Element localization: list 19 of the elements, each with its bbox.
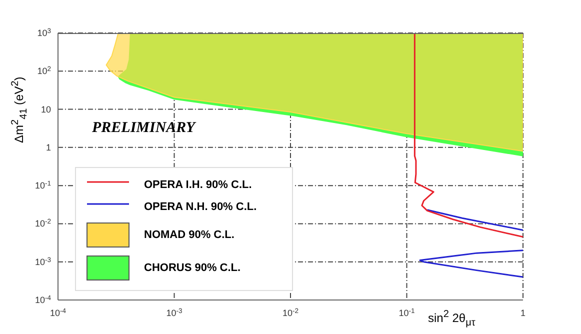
x-tick-label: 10$^{-2}$: [282, 308, 299, 318]
y-tick-label: 1: [46, 142, 51, 152]
legend-label: CHORUS 90% C.L.: [144, 262, 241, 274]
y-tick-label: 10$^{-4}$: [34, 294, 52, 305]
legend-label: OPERA N.H. 90% C.L.: [144, 201, 257, 213]
legend-label: NOMAD 90% C.L.: [144, 228, 234, 240]
y-tick-label: 10$^{-3}$: [34, 256, 52, 267]
y-tick-label: 10: [40, 104, 51, 114]
x-tick-label: 10$^{-3}$: [166, 308, 182, 318]
y-tick-label: 10$^{3}$: [37, 28, 52, 38]
annotation: PRELIMINARY: [92, 120, 196, 137]
x-tick-label: 10$^{-4}$: [50, 308, 66, 318]
x-tick-label: 1: [520, 308, 526, 318]
legend-label: OPERA I.H. 90% C.L.: [144, 179, 252, 191]
x-axis-title: sin$^{2}$ 2θ$_{μτ}$: [428, 309, 476, 328]
y-tick-label: 10$^{-2}$: [34, 218, 52, 229]
y-tick-label: 10$^{2}$: [37, 66, 52, 76]
x-tick-label: 10$^{-1}$: [398, 308, 415, 318]
y-tick-label: 10$^{-1}$: [34, 180, 52, 191]
